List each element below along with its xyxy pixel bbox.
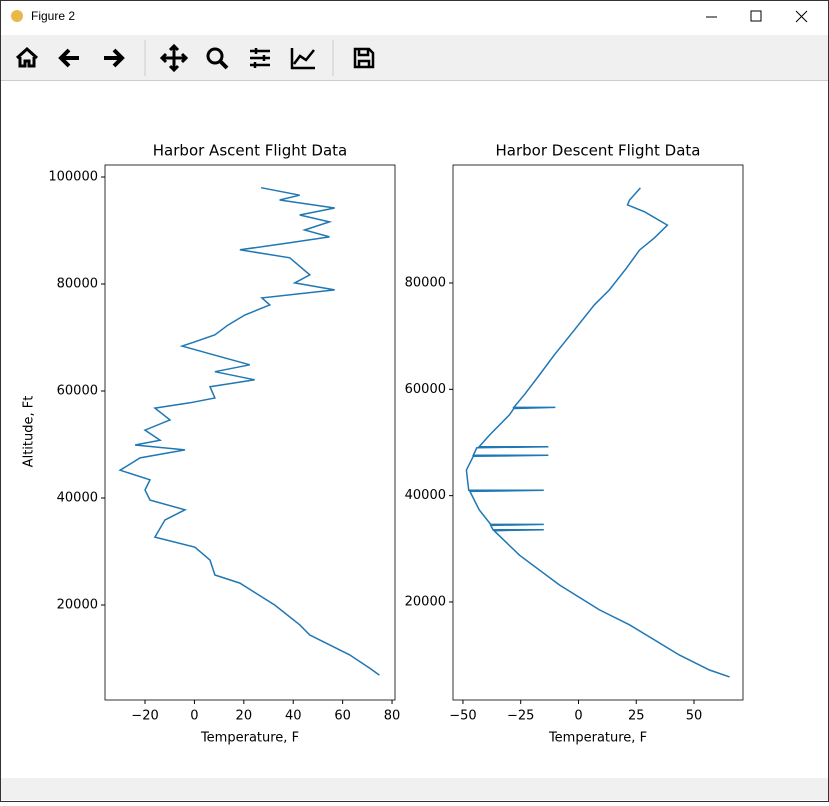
y-axis-label: Altitude, Ft [22,396,37,468]
toolbar [1,35,828,80]
y-tick-label: 80000 [405,276,446,291]
figure: −20 0 20 40 60 80 20000 40000 60000 80000 100000 Ha… [22,142,744,746]
y-tick-label: 20000 [57,598,98,613]
x-tick-label: 0 [574,709,582,724]
y-tick-label: 60000 [57,384,98,399]
axes-frame [104,164,396,701]
y-tick-label: 40000 [405,488,446,503]
home-button[interactable] [15,46,39,68]
window-title: Figure 2 [31,9,75,23]
x-tick-label: 0 [190,709,198,724]
maximize-button[interactable] [750,10,762,22]
y-tick-label: 100000 [48,170,98,185]
y-tick-label: 60000 [405,382,446,397]
data-line [118,186,380,676]
x-tick-label: 25 [628,709,645,724]
back-button[interactable] [58,48,79,68]
y-tick-label: 20000 [405,594,446,609]
y-tick-label: 80000 [57,277,98,292]
data-line [465,187,730,678]
x-tick-label: 60 [334,709,351,724]
status-bar [1,778,828,800]
x-tick-label: −20 [131,709,158,724]
title-bar: Figure 2 [11,9,808,23]
forward-button[interactable] [104,48,125,68]
x-tick-label: −50 [449,709,476,724]
axes-edit-button[interactable] [290,48,315,70]
x-tick-label: 20 [236,709,253,724]
chart-title: Harbor Ascent Flight Data [153,142,347,160]
axes-frame [452,164,744,701]
x-tick-label: 50 [686,709,703,724]
app-icon [11,10,23,22]
x-axis-label: Temperature, F [200,731,299,746]
x-tick-label: −25 [507,709,534,724]
y-tick-label: 40000 [57,491,98,506]
zoom-button[interactable] [206,47,229,70]
x-axis-label: Temperature, F [548,731,647,746]
x-tick-label: 80 [384,709,401,724]
configure-button[interactable] [250,48,270,68]
chart-title: Harbor Descent Flight Data [496,142,701,160]
save-button[interactable] [353,47,375,69]
pan-button[interactable] [159,43,189,73]
x-tick-label: 40 [285,709,302,724]
close-button[interactable] [795,10,808,23]
